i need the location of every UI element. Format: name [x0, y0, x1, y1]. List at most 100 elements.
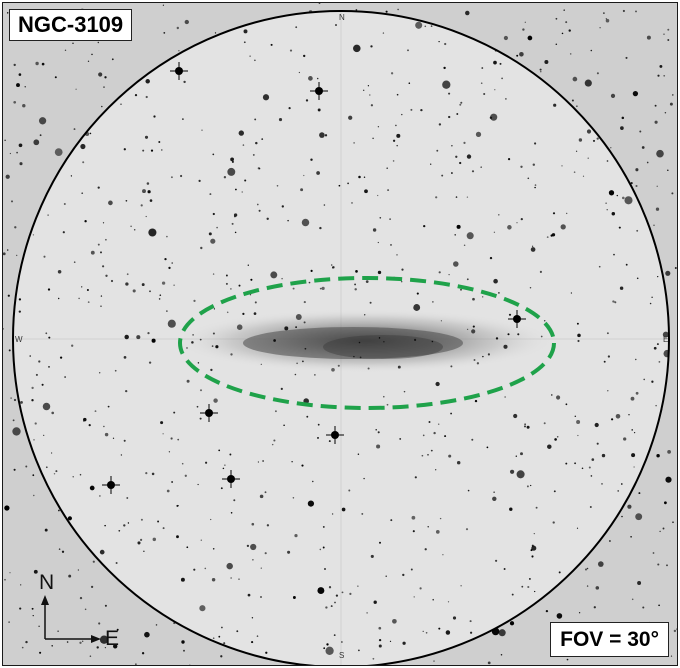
star [310, 269, 313, 272]
star [249, 294, 252, 296]
star [610, 93, 616, 99]
star [396, 254, 398, 256]
star [114, 369, 117, 372]
star [540, 335, 543, 338]
star [373, 600, 377, 604]
star [522, 28, 525, 31]
star [252, 153, 255, 156]
star [611, 418, 614, 421]
star [189, 664, 191, 665]
star [641, 146, 645, 149]
star [211, 345, 214, 347]
star [72, 476, 74, 478]
star [673, 629, 677, 633]
star [123, 356, 127, 359]
star [200, 539, 202, 541]
star [243, 41, 246, 44]
star [35, 373, 38, 376]
star [655, 207, 660, 211]
star [566, 658, 569, 661]
star [144, 631, 150, 638]
star [81, 192, 84, 195]
star [89, 655, 92, 657]
star [210, 368, 213, 372]
star [81, 286, 83, 288]
star [13, 100, 17, 104]
star [540, 71, 542, 73]
star [132, 289, 136, 293]
compass-arrows [41, 595, 101, 643]
star [465, 10, 470, 16]
star [524, 423, 526, 426]
star [627, 504, 632, 509]
star [396, 93, 399, 96]
star [229, 453, 232, 456]
sky-field [3, 3, 677, 665]
star [535, 506, 538, 509]
star [577, 434, 579, 437]
star [620, 126, 624, 130]
star [358, 649, 360, 652]
star [18, 143, 23, 148]
star [664, 501, 667, 505]
star [498, 214, 500, 216]
star [82, 161, 85, 164]
star [162, 4, 164, 6]
star [50, 452, 53, 454]
star [170, 176, 173, 179]
star [492, 496, 497, 502]
star [448, 454, 452, 458]
star [586, 567, 589, 570]
star [330, 264, 333, 266]
star [625, 56, 628, 59]
star [654, 120, 658, 124]
star [147, 332, 150, 335]
star [21, 646, 24, 649]
star [450, 365, 453, 368]
star [423, 224, 426, 228]
star [430, 25, 433, 27]
bright-star [310, 82, 328, 100]
star [335, 24, 337, 26]
star [32, 234, 35, 236]
star [135, 663, 137, 665]
star [606, 160, 609, 162]
star [71, 344, 74, 347]
star [534, 142, 537, 145]
star [554, 438, 557, 441]
star [276, 184, 279, 187]
cardinal-north: N [339, 13, 345, 22]
star [355, 9, 358, 11]
star [183, 649, 185, 652]
star [453, 261, 459, 267]
star [331, 367, 335, 372]
star [295, 314, 302, 320]
star [54, 76, 57, 79]
star [73, 128, 76, 131]
star [231, 222, 234, 225]
star [543, 422, 546, 425]
star [233, 499, 236, 502]
star [254, 301, 257, 304]
star [421, 454, 424, 457]
star [100, 251, 102, 254]
star [225, 282, 228, 285]
star [145, 79, 150, 84]
star [10, 397, 12, 399]
star [630, 182, 633, 185]
star [500, 653, 503, 656]
star [370, 554, 374, 558]
star [96, 646, 99, 649]
star [140, 518, 143, 521]
star [670, 655, 673, 657]
star [487, 661, 491, 665]
star [509, 469, 515, 474]
star [466, 278, 469, 281]
star [184, 474, 187, 477]
star [104, 76, 107, 79]
star [515, 455, 517, 457]
star [353, 44, 361, 53]
star [463, 244, 466, 247]
star [495, 559, 498, 562]
star [146, 182, 150, 185]
